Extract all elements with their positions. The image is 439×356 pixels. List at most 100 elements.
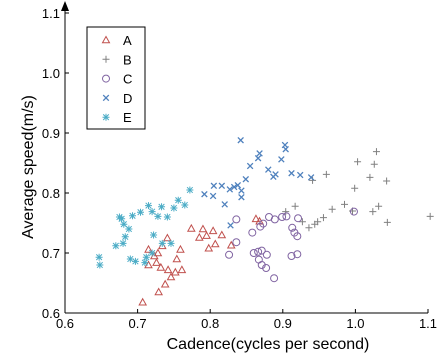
data-point-a [144, 244, 153, 253]
data-point-c [288, 223, 297, 232]
data-point-d [238, 193, 245, 201]
data-point-a [194, 232, 204, 241]
data-point-c [262, 250, 271, 259]
data-point-b [351, 184, 359, 192]
data-point-b [354, 158, 362, 166]
data-point-c [225, 250, 234, 259]
data-point-e [126, 255, 134, 263]
data-point-e [148, 208, 156, 216]
data-point-b [366, 173, 374, 181]
data-point-b [369, 208, 377, 216]
data-point-d [227, 222, 234, 229]
data-point-c [270, 274, 279, 283]
data-point-a [176, 244, 185, 253]
data-point-a [186, 223, 196, 232]
data-point-d [272, 171, 279, 178]
data-point-d [307, 174, 315, 181]
series-a [138, 214, 264, 306]
data-point-a [177, 265, 187, 274]
data-point-b [370, 160, 378, 168]
data-point-d [238, 187, 245, 194]
y-tick-label: 1.0 [42, 66, 60, 81]
data-point-e [96, 261, 104, 269]
legend-label-e: E [123, 110, 132, 125]
data-point-c [259, 219, 268, 228]
data-point-c [287, 252, 296, 260]
legend-marker-a [101, 35, 111, 44]
data-point-b [383, 177, 391, 185]
legend-label-b: B [123, 52, 132, 67]
data-point-a [154, 287, 164, 296]
data-point-a [251, 214, 261, 223]
data-point-b [341, 200, 349, 208]
data-point-d [237, 136, 244, 144]
data-point-b [298, 218, 306, 226]
x-axis-ticks: 0.6 0.7 0.8 0.9 1.0 1.1 [56, 309, 437, 331]
x-tick-label: 1.0 [346, 316, 364, 331]
data-point-a [163, 265, 173, 274]
data-point-e [137, 208, 145, 216]
x-axis-title: Cadence(cycles per second) [167, 336, 370, 353]
data-point-a [172, 254, 182, 263]
data-point-c [278, 213, 287, 221]
data-point-c [257, 261, 266, 269]
data-point-b [372, 148, 380, 156]
data-point-c [232, 238, 241, 247]
y-tick-label: 0.8 [42, 186, 60, 201]
data-point-a [160, 279, 170, 288]
data-point-e [125, 225, 133, 233]
data-point-e [121, 233, 129, 241]
data-point-e [167, 239, 175, 247]
data-point-c [270, 215, 279, 224]
data-point-d [265, 166, 272, 173]
data-point-d [234, 181, 242, 189]
data-point-c [232, 215, 241, 224]
data-point-d [230, 183, 238, 191]
data-point-c [293, 250, 302, 259]
data-point-b [291, 202, 299, 210]
legend-label-a: A [123, 33, 132, 48]
data-point-a [208, 226, 218, 235]
data-point-e [142, 253, 150, 261]
data-point-e [181, 201, 189, 209]
y-tick-label: 0.7 [42, 246, 60, 261]
data-point-e [174, 196, 182, 204]
y-tick-label: 1.1 [42, 6, 60, 21]
data-point-b [319, 214, 327, 222]
x-tick-label: 1.1 [419, 316, 437, 331]
data-point-e [119, 239, 127, 247]
series-c [225, 207, 358, 283]
data-point-c [294, 214, 303, 223]
legend-box [86, 26, 146, 130]
data-point-a [156, 262, 166, 271]
data-point-e [129, 212, 137, 220]
y-axis-title: Average speed(m/s) [20, 95, 37, 239]
data-point-a [204, 243, 214, 252]
data-point-d [278, 156, 285, 163]
data-point-e [148, 249, 156, 257]
y-axis-arrow [61, 1, 69, 11]
data-point-a [166, 272, 176, 281]
legend-marker-d [102, 94, 110, 102]
data-point-b [383, 218, 391, 226]
data-point-a [217, 230, 227, 239]
data-point-b [322, 170, 330, 178]
data-point-a [138, 297, 148, 306]
data-point-e [186, 186, 194, 194]
data-point-d [254, 154, 262, 162]
y-axis-ticks: 0.6 0.7 0.8 0.9 1.0 1.1 [42, 6, 69, 321]
data-point-e [170, 204, 178, 212]
data-point-e [131, 257, 139, 265]
data-point-a [152, 258, 161, 266]
data-point-c [349, 207, 358, 216]
x-tick-label: 0.6 [56, 316, 74, 331]
data-point-a [210, 239, 220, 248]
data-point-e [154, 212, 162, 220]
data-point-b [328, 205, 336, 213]
data-point-e [158, 239, 166, 247]
data-point-a [226, 240, 236, 249]
data-point-e [163, 213, 171, 221]
data-point-c [293, 232, 302, 241]
data-point-e [141, 259, 149, 267]
